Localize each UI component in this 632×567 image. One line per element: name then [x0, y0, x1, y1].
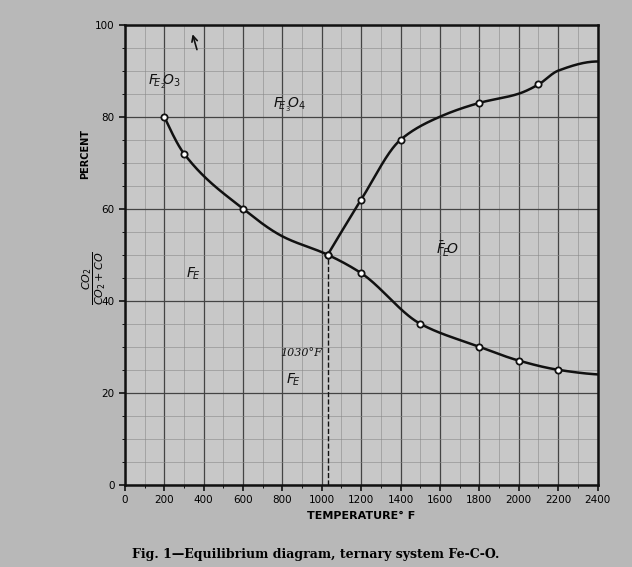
Text: $\mathit{F}_{\!E}$: $\mathit{F}_{\!E}$	[286, 371, 301, 388]
Text: $\mathit{F}\!_{E_3}\!O_4$: $\mathit{F}\!_{E_3}\!O_4$	[272, 95, 306, 113]
Text: $\mathit{F}\!_{E_2}\!O_3$: $\mathit{F}\!_{E_2}\!O_3$	[149, 73, 181, 91]
Text: $\dfrac{CO_2}{CO_2+CO}$: $\dfrac{CO_2}{CO_2+CO}$	[80, 251, 107, 304]
Text: 1030°F: 1030°F	[281, 348, 322, 358]
Text: $\mathit{F}_{\!E}$: $\mathit{F}_{\!E}$	[186, 266, 200, 282]
Text: Fig. 1—Equilibrium diagram, ternary system Fe-C-O.: Fig. 1—Equilibrium diagram, ternary syst…	[132, 548, 500, 561]
X-axis label: TEMPERATURE° F: TEMPERATURE° F	[307, 511, 415, 521]
Text: $\bar{F}_{\!E}\!O$: $\bar{F}_{\!E}\!O$	[436, 240, 459, 259]
Text: PERCENT: PERCENT	[80, 129, 90, 179]
